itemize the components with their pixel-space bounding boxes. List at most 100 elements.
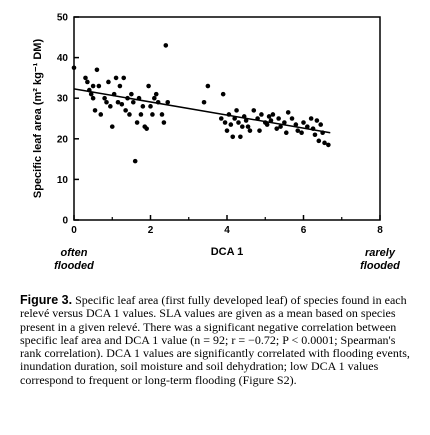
data-point [241, 114, 247, 119]
plot-frame [73, 16, 381, 221]
data-point [155, 99, 161, 105]
data-points [71, 43, 331, 164]
y-tick-label: 40 [57, 53, 69, 64]
data-point [108, 104, 113, 109]
data-point [257, 128, 262, 133]
data-point [152, 95, 157, 101]
data-point [88, 91, 94, 97]
y-tick-label: 10 [57, 175, 69, 186]
data-point [94, 67, 100, 73]
data-point [283, 130, 289, 136]
data-point [295, 128, 301, 133]
y-tick-label: 30 [57, 94, 69, 105]
y-tick-label: 50 [57, 13, 69, 24]
data-point [308, 116, 314, 121]
data-point [140, 104, 146, 109]
data-point [310, 126, 316, 131]
data-point [266, 114, 272, 119]
data-point [161, 120, 167, 125]
chart-frame [73, 16, 381, 221]
data-point [98, 112, 104, 117]
data-point [318, 122, 324, 127]
data-point [230, 134, 236, 140]
data-point [316, 138, 322, 144]
figure-caption-text: Specific leaf area (first fully develope… [20, 293, 410, 387]
data-point [117, 83, 123, 89]
data-point [121, 75, 127, 81]
x-tick-label: 6 [301, 225, 307, 236]
data-point [90, 95, 96, 101]
data-point [245, 124, 251, 129]
data-point [144, 126, 149, 131]
data-point [305, 124, 310, 129]
figure-caption-label: Figure 3. [20, 293, 73, 307]
annotation-line: often [61, 247, 88, 259]
data-point [301, 120, 306, 125]
x-tick-label: 4 [224, 225, 230, 236]
data-point [255, 116, 260, 121]
data-point [123, 108, 128, 113]
data-point [96, 83, 102, 89]
annotation-line: rarely [365, 247, 396, 259]
data-point [83, 75, 88, 81]
data-point [136, 95, 142, 101]
data-point [146, 83, 151, 89]
data-point [282, 120, 287, 125]
data-point [228, 122, 234, 127]
data-point [270, 112, 276, 117]
data-point [238, 134, 243, 140]
data-point [218, 116, 224, 121]
data-point [222, 120, 228, 125]
data-point [125, 95, 130, 101]
data-point [264, 122, 270, 127]
data-point [104, 99, 109, 105]
data-point [274, 126, 280, 131]
scatter-chart: 0 10 20 30 40 50 0 2 4 6 8 DCA 1 Specific leaf area … [32, 13, 400, 273]
data-point [293, 122, 299, 127]
y-tick-label: 20 [57, 134, 69, 145]
data-point [320, 130, 325, 136]
data-point [251, 108, 257, 113]
data-point [92, 108, 98, 113]
annotation-bottom-left: often flooded [54, 247, 94, 272]
data-point [159, 112, 165, 117]
x-tick-label: 8 [377, 225, 383, 236]
annotation-bottom-right: rarely flooded [360, 247, 400, 272]
chart-labels: 0 10 20 30 40 50 0 2 4 6 8 DCA 1 Specific leaf area … [32, 13, 400, 273]
data-point [247, 128, 253, 133]
x-tick-label: 2 [148, 225, 154, 236]
data-point [111, 91, 117, 97]
data-point [134, 120, 140, 125]
data-point [205, 83, 211, 89]
data-point [236, 120, 241, 125]
data-point [130, 99, 136, 105]
data-point [71, 65, 77, 71]
data-point [285, 110, 291, 115]
data-point [259, 112, 264, 117]
data-point [163, 43, 169, 48]
data-point [150, 112, 155, 117]
data-point [109, 124, 115, 129]
data-point [243, 118, 249, 123]
data-point [129, 91, 134, 97]
data-point [234, 108, 239, 113]
data-point [224, 128, 230, 133]
data-point [87, 87, 92, 93]
data-point [148, 104, 153, 109]
data-point [314, 118, 320, 123]
data-point [165, 99, 171, 105]
data-point [132, 158, 138, 164]
data-point [90, 83, 96, 89]
data-point [299, 130, 304, 136]
data-point [106, 79, 111, 85]
data-point [220, 91, 226, 97]
data-point [232, 116, 237, 121]
data-point [85, 79, 90, 85]
annotation-line: flooded [54, 260, 94, 272]
figure-caption: Figure 3. Specific leaf area (first full… [20, 293, 416, 387]
y-tick-label: 0 [62, 216, 68, 227]
data-point [226, 112, 232, 117]
data-point [201, 99, 207, 105]
data-point [153, 91, 159, 97]
y-axis-title: Specific leaf area (m² kg⁻¹ DM) [32, 39, 44, 199]
